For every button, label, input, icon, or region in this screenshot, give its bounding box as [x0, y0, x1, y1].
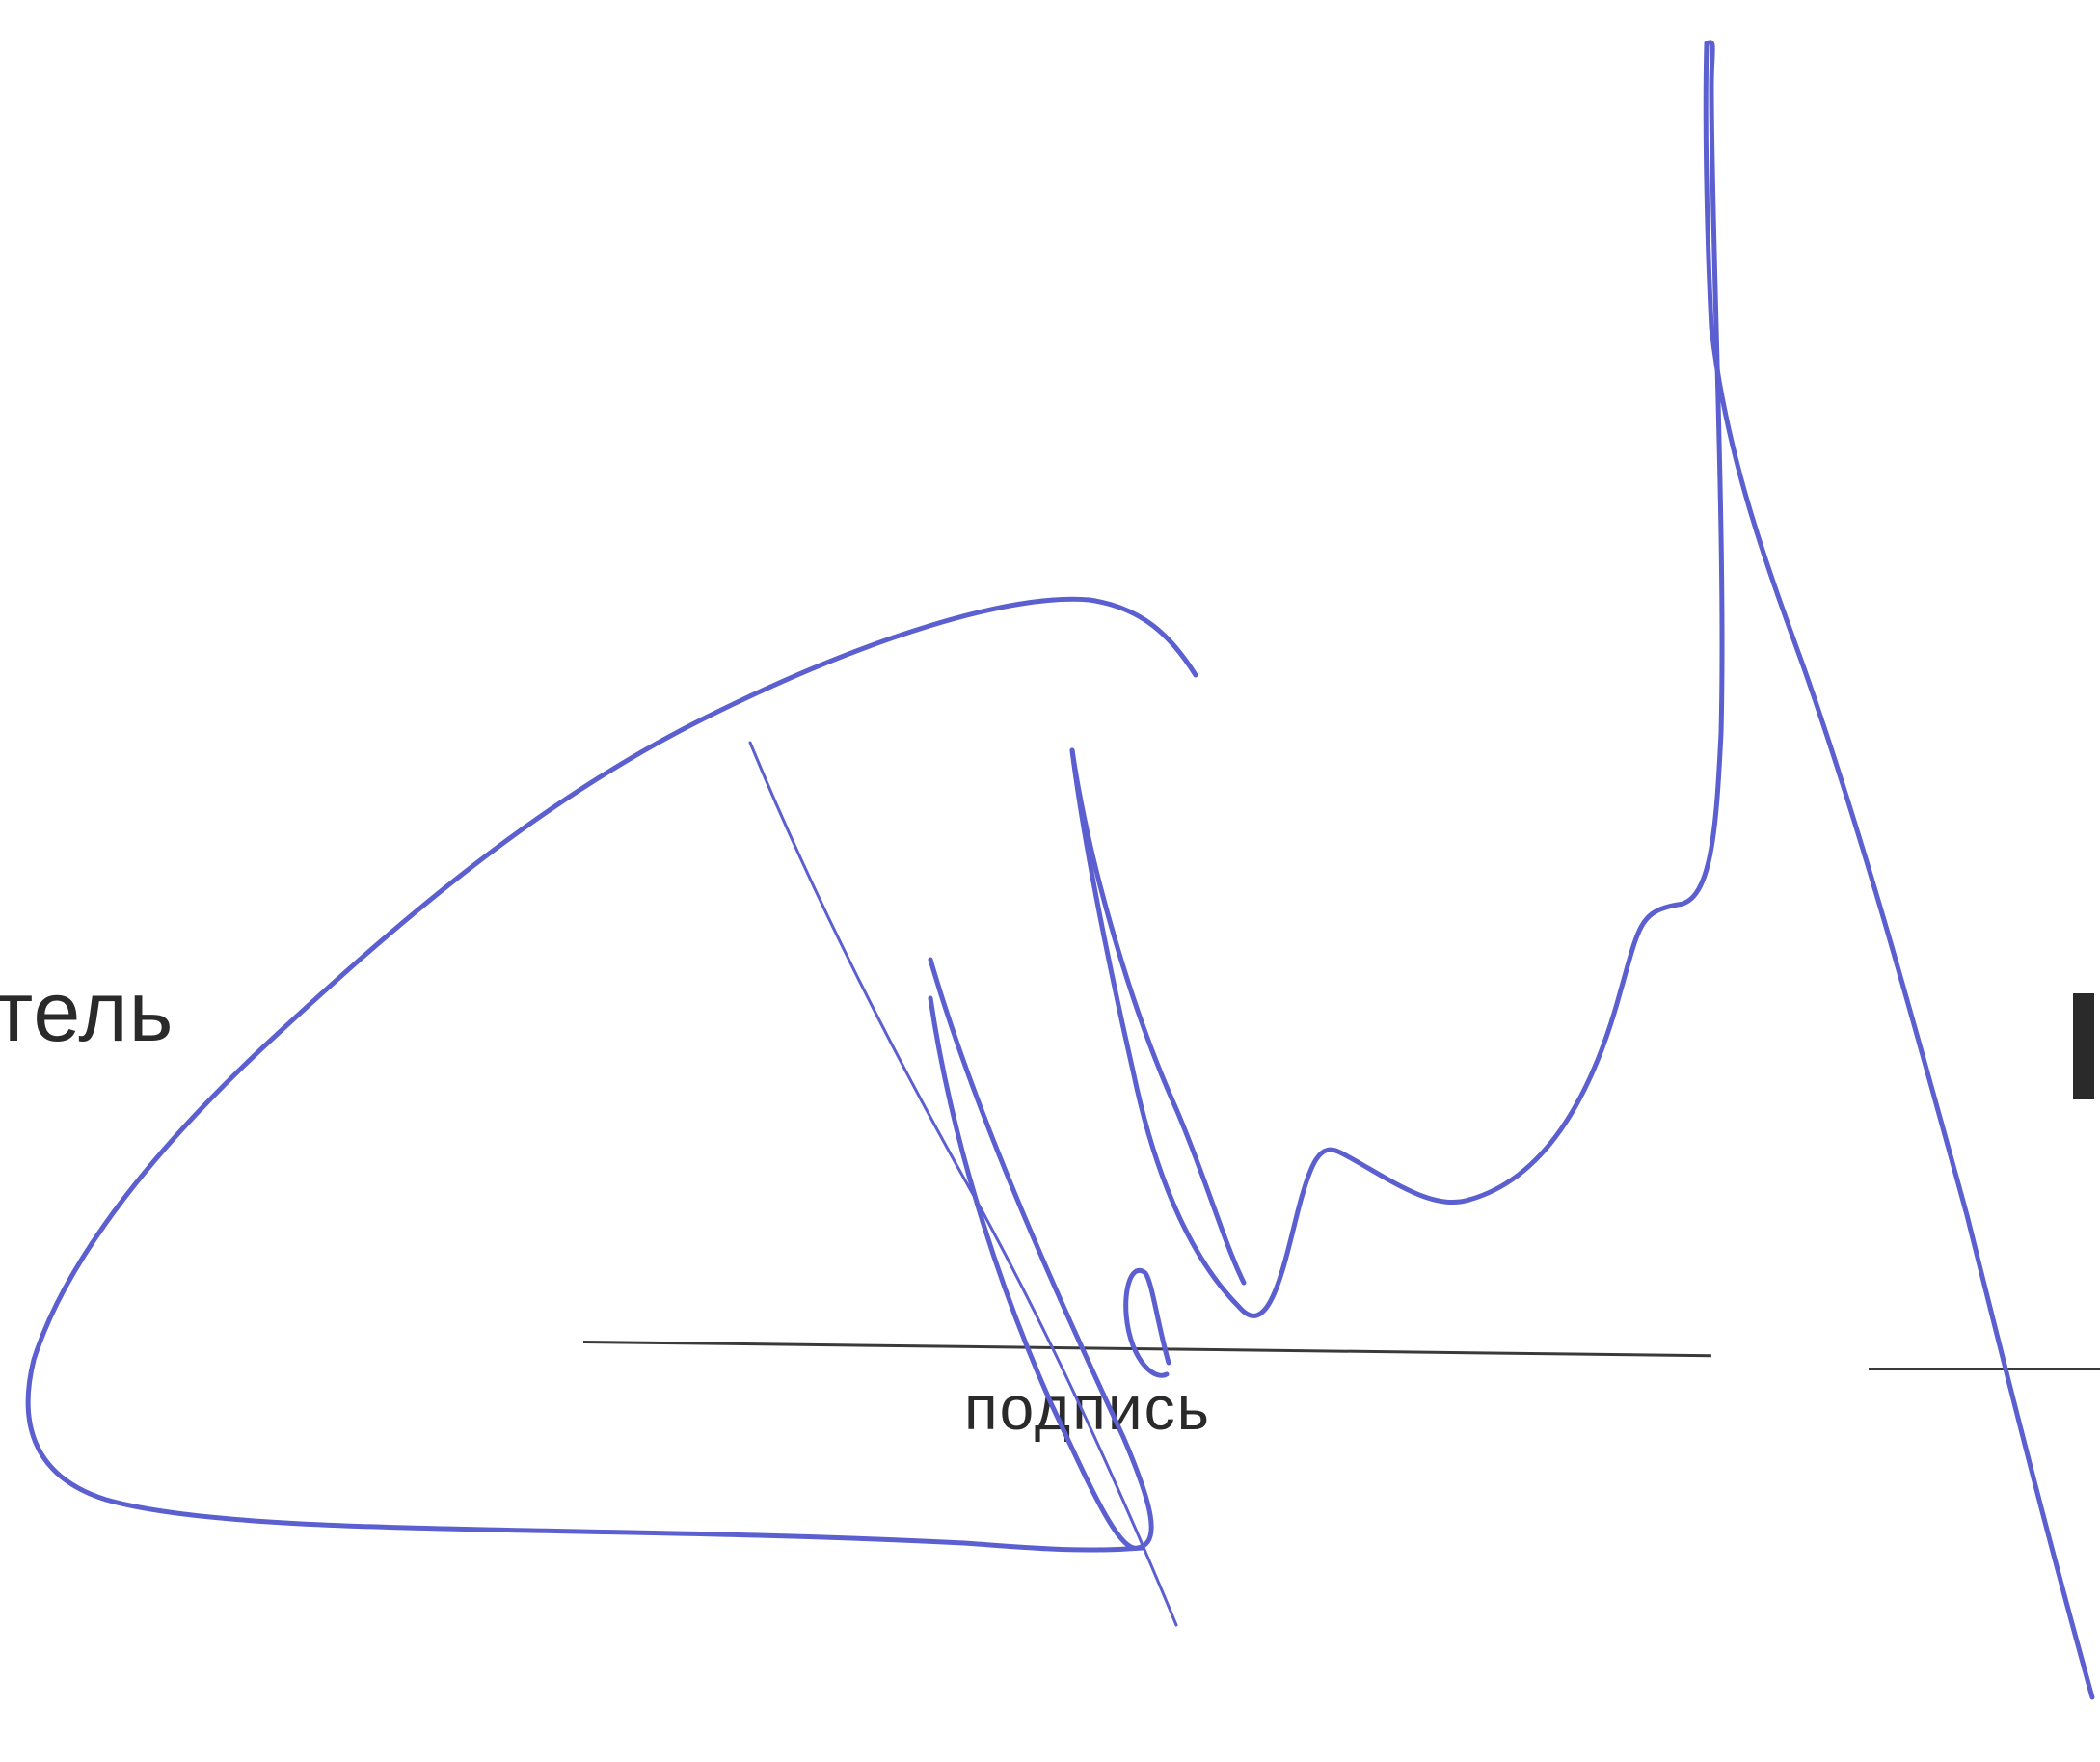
- name-line: [1869, 1368, 2100, 1370]
- signature-stroke-5: [1069, 747, 1247, 1286]
- signature-stroke-2: [928, 957, 1154, 1551]
- position-title-fragment: тель: [0, 963, 175, 1059]
- signature-stroke-4: [1069, 40, 1725, 1318]
- signature-caption: подпись: [964, 1373, 1211, 1443]
- signature-stroke-6: [1703, 41, 2095, 1700]
- cut-off-letter-fragment: [2073, 993, 2094, 1099]
- signature-stroke-1: [748, 741, 1178, 1627]
- signature-line: [582, 1341, 1711, 1358]
- signature-stroke-3: [1123, 1267, 1171, 1378]
